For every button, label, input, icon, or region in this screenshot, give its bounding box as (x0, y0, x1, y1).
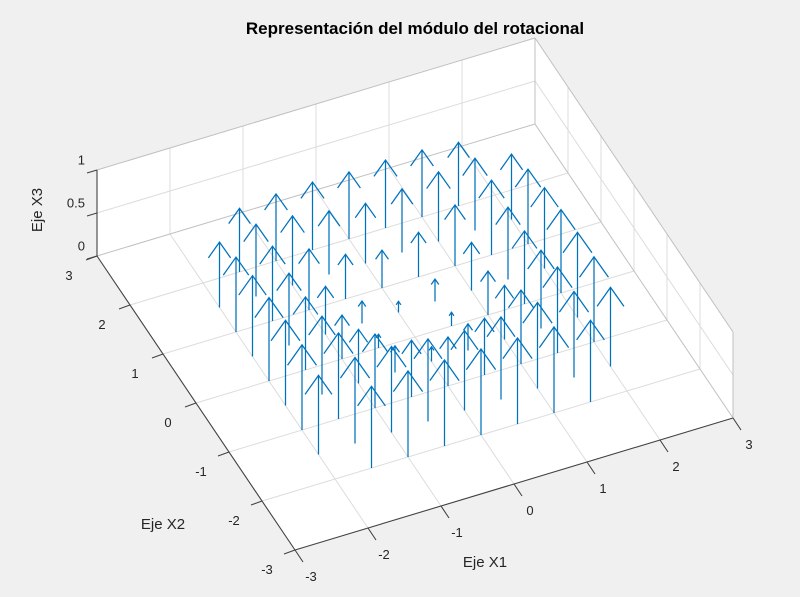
quiver-arrow (357, 300, 367, 324)
quiver-arrow (259, 245, 286, 321)
quiver-arrow (444, 203, 466, 266)
quiver-arrow (323, 331, 354, 419)
quiver-arrow (354, 202, 377, 264)
quiver-arrow (511, 229, 538, 304)
quiver-arrow (538, 325, 570, 413)
quiver-arrow (439, 335, 457, 386)
quiver-arrow (413, 337, 443, 422)
quiver-arrow (337, 253, 354, 299)
quiver-arrow (486, 315, 516, 400)
z-tick-label: 0 (78, 239, 85, 254)
quiver-arrow (395, 300, 402, 313)
quiver-arrow (514, 168, 542, 244)
quiver-arrow (576, 319, 605, 402)
quiver-arrow (507, 288, 535, 364)
quiver-arrow (375, 249, 389, 288)
quiver-arrow (579, 255, 609, 342)
quiver-arrow (480, 270, 496, 315)
quiver-arrow (243, 223, 269, 297)
quiver-arrow (558, 290, 590, 378)
quiver-arrow (596, 286, 625, 367)
quiver-arrow (527, 249, 555, 329)
tick-labels: -3 -2 -1 0 1 2 3 3 2 1 0 -1 -2 -3 0 0.5 1 (65, 153, 752, 585)
quiver-arrow (426, 170, 451, 242)
x-tick-label: 0 (526, 503, 533, 518)
quiver-arrow (357, 385, 386, 468)
y-tick-label: 1 (131, 366, 138, 381)
quiver-arrow (546, 208, 576, 293)
y-tick-label: -2 (228, 513, 240, 528)
quiver-arrow (462, 241, 481, 291)
quiver-arrow (562, 231, 593, 318)
quiver-arrow (376, 345, 407, 433)
y-tick-label: 0 (164, 415, 171, 430)
x-tick-label: -3 (305, 569, 317, 584)
z-axis-label: Eje X3 (29, 187, 46, 233)
quiver-arrow (308, 315, 336, 395)
y-tick-label: -3 (261, 562, 273, 577)
quiver-arrow (254, 296, 284, 381)
plot-title: Representación del módulo del rotacional (245, 19, 585, 38)
quiver-arrow (392, 369, 424, 457)
x-tick-label: -2 (378, 547, 390, 562)
quiver-arrow (474, 317, 495, 375)
quiver-arrow (448, 311, 455, 326)
quiver-arrow (361, 332, 389, 408)
quiver-arrow (494, 284, 515, 340)
quiver-arrows (207, 141, 625, 468)
quiver-arrow (280, 214, 305, 286)
quiver-arrow (462, 322, 474, 351)
quiver-arrow (222, 256, 250, 332)
quiver-arrow (462, 157, 488, 231)
quiver-arrow (499, 153, 524, 220)
quiver-arrow (373, 158, 398, 228)
quiver-arrow (264, 192, 288, 261)
z-tick-label: 1 (78, 153, 85, 168)
quiver-arrow (292, 295, 319, 370)
quiver-arrow (465, 347, 497, 435)
quiver-arrow (317, 209, 341, 275)
quiver-arrow (522, 301, 553, 389)
quiver-arrow (348, 328, 369, 384)
quiver-arrow (428, 345, 435, 362)
quiver-arrow (410, 148, 434, 217)
quiver-arrow (298, 247, 320, 310)
tick-marks (85, 169, 742, 563)
x-tick-label: -1 (451, 525, 463, 540)
x-tick-label: 1 (599, 481, 606, 496)
quiver-arrow (410, 231, 427, 277)
y-tick-label: 2 (98, 317, 105, 332)
plot-box-edges (96, 37, 734, 419)
x-tick-label: 3 (745, 437, 752, 452)
quiver-arrow (287, 343, 317, 430)
quiver-arrow (316, 285, 335, 335)
plot-box-walls (97, 38, 733, 550)
quiver-arrow (502, 336, 533, 424)
quiver-arrow (300, 180, 325, 250)
quiver-arrow (337, 170, 361, 239)
quiver-arrow (270, 319, 301, 406)
y-tick-label: 3 (65, 268, 72, 283)
x-axis-label: Eje X1 (462, 554, 508, 571)
quiver-arrow (339, 356, 371, 444)
quiver-arrow (207, 241, 232, 308)
quiver-arrow (478, 179, 505, 255)
quiver-arrow (429, 358, 460, 446)
x-tick-label: 2 (672, 459, 679, 474)
quiver-arrow (238, 274, 267, 357)
y-axis-label: Eje X2 (140, 516, 186, 533)
y-tick-label: -1 (195, 464, 207, 479)
quiver-arrow (276, 272, 302, 346)
quiver-arrow (450, 329, 479, 411)
quiver-arrow (447, 141, 470, 206)
quiver-arrow (495, 206, 521, 280)
quiver-arrow (401, 339, 422, 397)
z-tick-label: 0.5 (67, 196, 85, 211)
quiver-arrow (430, 278, 440, 302)
quiver-arrow (542, 265, 573, 353)
quiver-arrow (304, 374, 333, 455)
quiver-arrow (390, 187, 414, 253)
